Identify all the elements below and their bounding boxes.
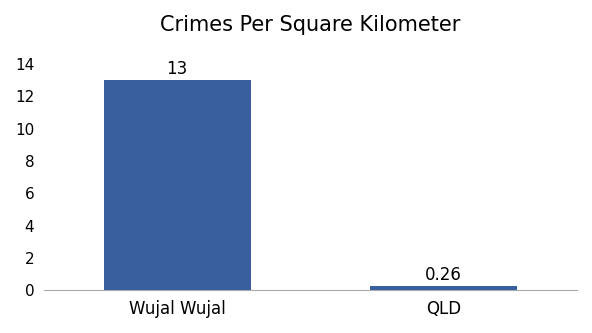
Bar [104,80,250,290]
Text: 13: 13 [166,60,188,78]
Text: 0.26: 0.26 [425,266,462,284]
Title: Crimes Per Square Kilometer: Crimes Per Square Kilometer [160,15,461,35]
Bar [371,286,517,290]
